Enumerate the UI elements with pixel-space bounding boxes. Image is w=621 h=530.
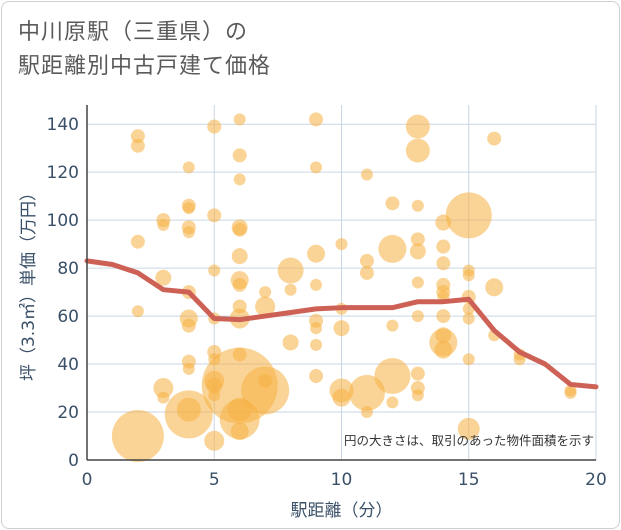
- data-bubble: [436, 239, 451, 254]
- data-bubble: [360, 168, 373, 181]
- chart-title: 中川原駅（三重県）の 駅距離別中古戸建て価格: [18, 16, 271, 84]
- bubbles: [111, 112, 577, 463]
- data-bubble: [405, 138, 430, 163]
- data-bubble: [207, 208, 222, 223]
- data-bubble: [360, 406, 373, 419]
- trend-line: [84, 258, 599, 390]
- data-bubble: [182, 161, 195, 174]
- data-bubble: [284, 283, 297, 296]
- x-tick-label: 10: [331, 470, 353, 490]
- data-bubble: [307, 244, 326, 263]
- data-bubble: [111, 410, 164, 463]
- data-bubble: [564, 386, 577, 399]
- x-tick-label: 0: [82, 470, 93, 490]
- data-bubble: [164, 390, 213, 439]
- y-tick-label: 0: [68, 451, 79, 471]
- data-bubble: [348, 374, 385, 411]
- data-bubble: [411, 199, 424, 212]
- x-tick-label: 20: [585, 470, 607, 490]
- y-axis-label: 坪（3.3㎡）単価（万円）: [19, 184, 39, 381]
- chart-title-line2: 駅距離別中古戸建て価格: [18, 54, 272, 79]
- data-bubble: [487, 131, 502, 146]
- data-bubble: [259, 286, 272, 299]
- y-tick-label: 100: [47, 211, 79, 231]
- trend-line-group: [84, 258, 599, 390]
- data-bubble: [410, 366, 425, 381]
- data-bubble: [231, 248, 248, 265]
- data-bubble: [181, 318, 196, 333]
- data-bubble: [335, 238, 348, 251]
- data-bubble: [374, 358, 411, 395]
- data-bubble: [219, 399, 260, 440]
- size-annotation: 円の大きさは、取引のあった物件面積を示す: [344, 433, 594, 448]
- axes: 0 20 40 60 80 100 120 140 0 5 10 15 20: [47, 105, 607, 490]
- data-bubble: [445, 192, 492, 239]
- data-bubble: [232, 148, 247, 163]
- data-bubble: [241, 366, 290, 415]
- data-bubble: [462, 269, 475, 282]
- data-bubble: [462, 353, 475, 366]
- data-bubble: [310, 338, 323, 351]
- data-bubble: [230, 422, 249, 441]
- data-bubble: [359, 265, 374, 280]
- data-bubble: [182, 226, 195, 239]
- data-bubble: [130, 138, 145, 153]
- data-bubble: [513, 353, 526, 366]
- data-bubble: [436, 256, 451, 271]
- x-tick-label: 5: [209, 470, 220, 490]
- data-bubble: [182, 362, 195, 375]
- data-bubble: [310, 278, 323, 291]
- data-bubble: [204, 430, 225, 451]
- data-bubble: [378, 234, 407, 263]
- chart-title-line1: 中川原駅（三重県）の: [18, 20, 249, 45]
- data-bubble: [130, 129, 145, 144]
- data-bubble: [359, 253, 374, 268]
- data-bubble: [405, 114, 430, 139]
- data-bubble: [131, 305, 144, 318]
- data-bubble: [333, 320, 350, 337]
- x-tick-label: 15: [458, 470, 480, 490]
- data-bubble: [130, 234, 145, 249]
- y-tick-label: 20: [57, 403, 79, 423]
- data-bubble: [255, 296, 276, 317]
- data-bubble: [410, 232, 425, 247]
- data-bubble: [434, 340, 453, 359]
- data-bubble: [462, 312, 475, 325]
- data-bubble: [436, 309, 451, 324]
- data-bubble: [385, 196, 400, 211]
- data-bubble: [207, 119, 222, 134]
- data-bubble: [411, 389, 424, 402]
- data-bubble: [309, 112, 324, 127]
- data-bubble: [232, 277, 247, 292]
- data-bubble: [386, 396, 399, 409]
- data-bubble: [411, 310, 424, 323]
- y-tick-label: 120: [47, 163, 79, 183]
- data-bubble: [182, 202, 195, 215]
- data-bubble: [310, 322, 323, 335]
- data-bubble: [232, 222, 247, 237]
- y-tick-label: 40: [57, 355, 79, 375]
- y-tick-label: 60: [57, 307, 79, 327]
- data-bubble: [386, 319, 399, 332]
- data-bubble: [277, 257, 304, 284]
- data-bubble: [233, 173, 246, 186]
- data-bubble: [332, 388, 351, 407]
- data-bubble: [310, 161, 323, 174]
- data-bubble: [157, 391, 170, 404]
- data-bubble: [155, 269, 172, 286]
- data-bubble: [457, 417, 480, 440]
- y-tick-label: 80: [57, 259, 79, 279]
- data-bubble: [233, 113, 246, 126]
- data-bubble: [153, 378, 174, 399]
- data-bubble: [309, 369, 324, 384]
- data-bubble: [411, 276, 424, 289]
- data-bubble: [485, 278, 504, 297]
- data-bubble: [409, 243, 426, 260]
- data-bubble: [208, 264, 221, 277]
- y-tick-label: 140: [47, 115, 79, 135]
- data-bubble: [157, 218, 170, 231]
- x-axis-label: 駅距離（分）: [291, 501, 393, 521]
- data-bubble: [282, 334, 299, 351]
